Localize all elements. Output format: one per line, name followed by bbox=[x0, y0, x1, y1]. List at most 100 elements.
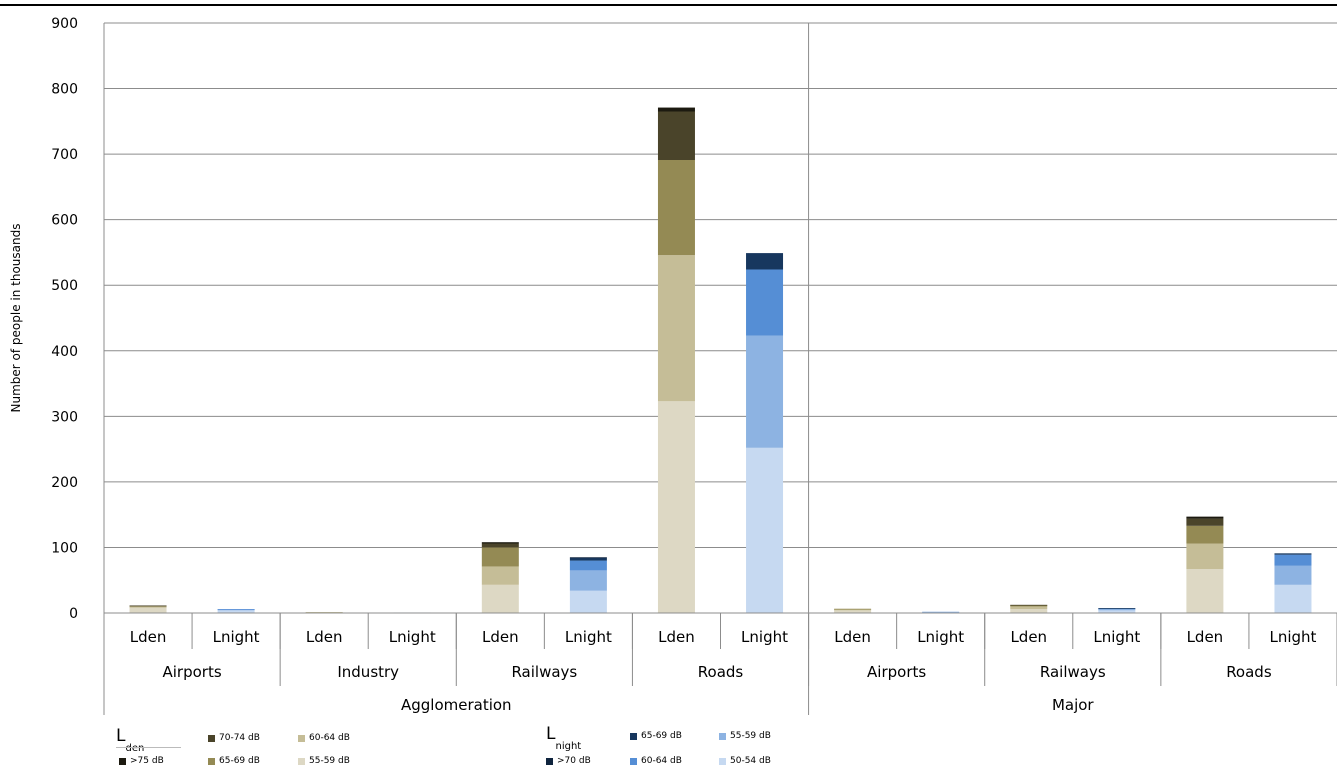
x-tick-label: Lnight bbox=[565, 628, 612, 646]
source-label: Roads bbox=[698, 663, 744, 681]
bar-segment bbox=[129, 606, 167, 608]
bar-segment bbox=[305, 612, 343, 613]
bar-segment bbox=[746, 335, 784, 448]
bar-segment bbox=[569, 560, 607, 571]
legend-lden-symbol: Lden bbox=[116, 726, 145, 755]
bar-segment bbox=[1274, 565, 1312, 585]
x-tick-label: Lden bbox=[834, 628, 871, 646]
bar-segment bbox=[834, 610, 872, 613]
bar-segment bbox=[569, 557, 607, 559]
y-tick-label: 500 bbox=[51, 278, 78, 294]
bar-segment bbox=[1186, 525, 1224, 544]
bar-segment bbox=[746, 269, 784, 336]
bar-segment bbox=[1186, 543, 1224, 570]
bar-segment bbox=[217, 609, 255, 611]
bar-segment bbox=[569, 557, 607, 561]
y-tick-label: 200 bbox=[51, 475, 78, 491]
bar-segment bbox=[1186, 569, 1224, 613]
y-tick-label: 900 bbox=[51, 16, 78, 32]
bar-segment bbox=[1098, 608, 1136, 609]
legend-swatch bbox=[298, 734, 305, 742]
bar-segment bbox=[657, 160, 695, 256]
bar-segment bbox=[657, 401, 695, 613]
bar-segment bbox=[481, 542, 519, 544]
legend-entry: 50-54 dB bbox=[719, 756, 771, 766]
source-label: Roads bbox=[1226, 663, 1272, 681]
x-tick-label: Lden bbox=[1187, 628, 1224, 646]
bar-segment bbox=[922, 611, 960, 613]
bar-segment bbox=[217, 609, 255, 610]
source-label: Railways bbox=[511, 663, 577, 681]
legend-entry: 70-74 dB bbox=[208, 733, 260, 743]
bar-segment bbox=[834, 608, 872, 610]
bar-segment bbox=[129, 607, 167, 613]
x-tick-label: Lnight bbox=[1093, 628, 1140, 646]
legend-swatch bbox=[298, 757, 305, 765]
bar-segment bbox=[1274, 584, 1312, 613]
y-tick-label: 100 bbox=[51, 540, 78, 556]
bar-segment bbox=[569, 590, 607, 613]
y-tick-label: 600 bbox=[51, 213, 78, 229]
bar-segment bbox=[1010, 604, 1048, 606]
bar-segment bbox=[129, 605, 167, 607]
y-tick-label: 0 bbox=[69, 606, 78, 622]
bar-segment bbox=[1098, 609, 1136, 611]
legend-entry: >70 dB bbox=[546, 756, 591, 766]
group-label: Major bbox=[1052, 696, 1094, 714]
bar-segment bbox=[1098, 610, 1136, 613]
legend-entry: >75 dB bbox=[119, 756, 164, 766]
source-label: Industry bbox=[337, 663, 399, 681]
source-label: Airports bbox=[867, 663, 926, 681]
y-tick-label: 300 bbox=[51, 409, 78, 425]
bar-segment bbox=[1010, 605, 1048, 607]
bar-segment bbox=[746, 447, 784, 613]
y-axis-title: Number of people in thousands bbox=[9, 224, 23, 413]
legend-divider bbox=[116, 747, 181, 748]
legend-swatch bbox=[119, 757, 126, 765]
bar-segment bbox=[834, 609, 872, 611]
bar-segment bbox=[1186, 516, 1224, 519]
source-label: Railways bbox=[1040, 663, 1106, 681]
x-tick-label: Lden bbox=[658, 628, 695, 646]
bar-segment bbox=[746, 253, 784, 270]
y-tick-label: 800 bbox=[51, 82, 78, 98]
legend-entry: 65-69 dB bbox=[208, 756, 260, 766]
bar-segment bbox=[1274, 553, 1312, 555]
bar-segment bbox=[1274, 554, 1312, 566]
bar-segment bbox=[481, 566, 519, 585]
legend-entry: 55-59 dB bbox=[298, 756, 350, 766]
legend-entry: 65-69 dB bbox=[630, 731, 682, 741]
bar-segment bbox=[481, 543, 519, 548]
bar-segment bbox=[1186, 518, 1224, 526]
legend-lnight-symbol: Lnight bbox=[546, 724, 582, 753]
x-tick-label: Lnight bbox=[1269, 628, 1316, 646]
y-tick-label: 700 bbox=[51, 147, 78, 163]
legend-swatch bbox=[630, 732, 637, 740]
bar-segment bbox=[481, 584, 519, 613]
x-tick-label: Lnight bbox=[741, 628, 788, 646]
bar-segment bbox=[657, 107, 695, 112]
bar-segment bbox=[1010, 606, 1048, 610]
bar-segment bbox=[569, 570, 607, 591]
legend-swatch bbox=[208, 757, 215, 765]
legend-swatch bbox=[719, 757, 726, 765]
x-tick-label: Lden bbox=[130, 628, 167, 646]
group-label: Agglomeration bbox=[401, 696, 512, 714]
top-border bbox=[0, 4, 1337, 6]
bar-segment bbox=[657, 111, 695, 161]
x-tick-label: Lnight bbox=[917, 628, 964, 646]
legend-swatch bbox=[719, 732, 726, 740]
x-tick-label: Lden bbox=[482, 628, 519, 646]
legend-entry: 60-64 dB bbox=[630, 756, 682, 766]
legend-entry: 55-59 dB bbox=[719, 731, 771, 741]
x-tick-label: Lden bbox=[1010, 628, 1047, 646]
legend-swatch bbox=[630, 757, 637, 765]
x-tick-label: Lnight bbox=[213, 628, 260, 646]
bar-segment bbox=[217, 610, 255, 613]
legend-swatch bbox=[546, 757, 553, 765]
bar-segment bbox=[1010, 609, 1048, 613]
legend-swatch bbox=[208, 734, 215, 742]
y-tick-label: 400 bbox=[51, 344, 78, 360]
source-label: Airports bbox=[162, 663, 221, 681]
